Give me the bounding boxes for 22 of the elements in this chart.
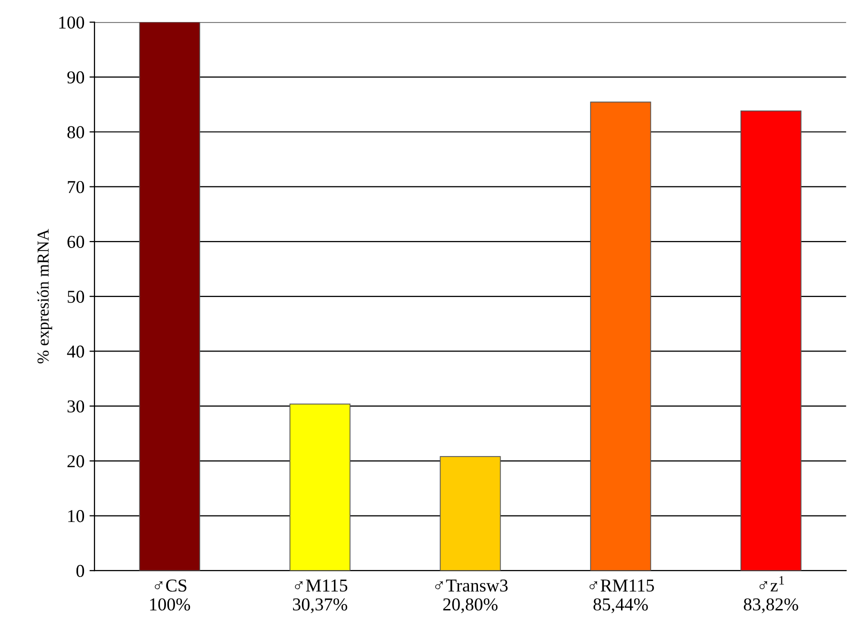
x-tick-label: ♂M115 30,37% [293,580,348,614]
bar [440,456,501,571]
y-tick-label: 80 [67,126,84,138]
y-tick-label: 10 [68,510,84,522]
x-tick-label: ♂RM115 85,44% [590,580,654,614]
y-tick-label: 40 [67,345,84,358]
y-tick-label: 70 [68,180,84,194]
bar [139,22,200,571]
x-tick-label: ♂CS 100% [150,580,190,611]
y-tick-label: 60 [67,236,84,248]
bar [590,102,652,571]
y-axis-title: % expresión mRNA [36,228,52,364]
y-tick-label: 30 [68,400,84,413]
bar [289,404,350,571]
y-tick-label: 100 [59,16,84,29]
bar [740,110,802,571]
x-tick-label: ♂Transw3 20,80% [435,580,508,614]
y-tick-label: 50 [68,290,84,303]
y-tick-label: 90 [67,71,84,84]
x-tick-label: ♂z$^{1}$ 83,82% [744,576,798,614]
y-tick-label: 0 [76,564,84,578]
y-tick-label: 20 [68,455,84,468]
